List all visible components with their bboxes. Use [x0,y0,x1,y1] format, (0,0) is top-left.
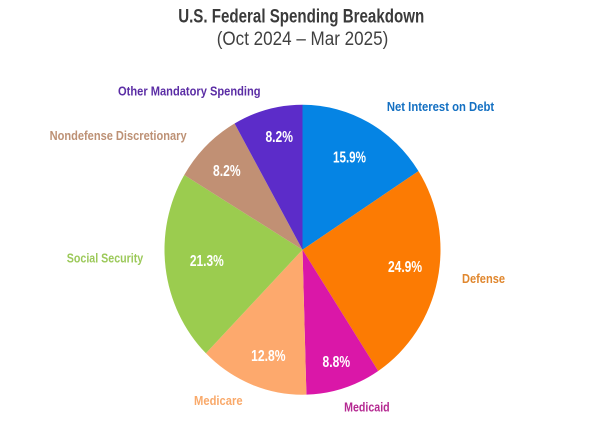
svg-text:12.8%: 12.8% [251,348,286,365]
svg-text:8.8%: 8.8% [323,354,351,371]
svg-text:Nondefense Discretionary: Nondefense Discretionary [50,128,188,143]
svg-text:U.S. Federal Spending Breakdow: U.S. Federal Spending Breakdown [178,6,424,28]
svg-text:15.9%: 15.9% [333,150,366,167]
svg-text:Medicare: Medicare [194,393,243,408]
svg-text:8.2%: 8.2% [213,163,241,180]
svg-text:24.9%: 24.9% [388,259,422,276]
svg-text:Medicaid: Medicaid [344,400,390,415]
svg-text:(Oct 2024 – Mar 2025): (Oct 2024 – Mar 2025) [217,29,389,50]
svg-text:8.2%: 8.2% [265,129,293,146]
svg-text:21.3%: 21.3% [190,253,224,270]
svg-text:Net Interest on Debt: Net Interest on Debt [387,99,495,114]
svg-text:Social Security: Social Security [67,251,144,266]
svg-text:Other Mandatory Spending: Other Mandatory Spending [118,84,261,99]
svg-text:Defense: Defense [462,271,505,286]
